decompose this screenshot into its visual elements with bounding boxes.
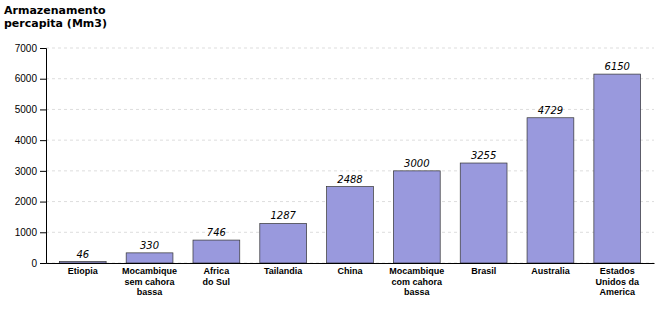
y-tick: 0 [31,258,46,269]
x-tick-label-line: Mocambique [389,266,444,276]
chart-svg: 46 330 746 1287 2488 3000 3255 4729 6150 0 1000 200… [0,0,666,315]
x-tick-label-line: Unidos da [595,277,639,287]
x-tick-label-line: Africa [204,266,231,276]
y-axis-title-line: percapita (Mm3) [4,17,107,30]
y-tick: 6000 [15,73,46,84]
y-tick-label: 6000 [15,73,38,84]
x-tick-label: Etiopia [68,266,99,276]
data-label: 746 [207,227,226,238]
x-tick-label-line: America [599,287,636,297]
y-tick-label: 1000 [15,227,38,238]
x-tick: Australia [531,266,571,276]
y-tick: 4000 [15,135,46,146]
x-tick-label: EstadosUnidos daAmerica [595,266,639,297]
bar [327,187,374,263]
bar [126,253,173,263]
x-tick: Brasil [471,266,496,276]
y-tick-label: 0 [31,258,37,269]
y-tick-label: 4000 [15,135,38,146]
y-tick: 7000 [15,43,46,54]
y-tick-mark [40,79,46,80]
x-tick: EstadosUnidos daAmerica [595,266,639,297]
y-tick: 3000 [15,166,46,177]
x-tick: Tailandia [264,266,303,276]
bars [59,74,640,263]
x-tick-label-line: sem cahora [125,277,176,287]
x-tick-label-line: Brasil [471,266,496,276]
x-tick-label-line: China [337,266,363,276]
x-tick-label-line: com cahora [392,277,444,287]
y-tick-mark [40,171,46,172]
bar [59,262,106,263]
y-tick-label: 7000 [15,43,38,54]
y-tick-mark [40,140,46,141]
bar [193,240,240,263]
data-label: 6150 [605,61,630,72]
grid-line [46,48,654,49]
x-axis-line [47,263,655,264]
x-tick-label-line: Estados [600,266,635,276]
x-tick-label: Tailandia [264,266,303,276]
y-axis-line [40,49,47,264]
y-tick-label: 3000 [15,166,38,177]
y-tick: 2000 [15,196,46,207]
y-tick: 5000 [15,104,46,115]
data-label: 330 [140,240,159,251]
grid-line [46,78,654,79]
x-tick: China [337,266,363,276]
y-tick-mark [40,109,46,110]
y-tick-mark [40,202,46,203]
x-tick-label: Mocambiquecom cahorabassa [389,266,444,297]
x-tick: Etiopia [68,266,99,276]
bar [527,118,574,263]
data-label: 4729 [538,105,563,116]
data-label: 46 [76,249,89,260]
x-tick: Mocambiquecom cahorabassa [389,266,444,297]
x-tick: Africado Sul [203,266,231,286]
x-tick-label-line: bassa [404,287,431,297]
x-tick-label-line: do Sul [203,277,231,287]
y-axis: 0 1000 2000 3000 4000 5000 6000 7000 [15,43,47,269]
x-tick-label-line: Tailandia [264,266,303,276]
x-tick-label: Australia [531,266,571,276]
bar [260,223,307,263]
x-tick-label: China [337,266,363,276]
y-tick-mark [40,232,46,233]
bar [594,74,641,263]
x-tick: Mocambiquesem cahorabassa [122,266,177,297]
data-label: 1287 [270,210,296,221]
y-tick-mark [40,48,46,49]
data-label: 3000 [404,158,429,169]
x-tick-label-line: Etiopia [68,266,99,276]
y-axis-title: Armazenamentopercapita (Mm3) [4,4,107,30]
y-tick-label: 5000 [15,104,38,115]
y-tick-label: 2000 [15,196,38,207]
y-tick-mark [40,263,46,264]
bar [393,171,440,263]
x-tick-label: Mocambiquesem cahorabassa [122,266,177,297]
grid [46,48,654,263]
x-tick-label: Africado Sul [203,266,231,286]
data-label: 2488 [337,174,362,185]
x-axis: EtiopiaMocambiquesem cahorabassaAfricado… [47,264,655,298]
y-axis-title-line: Armazenamento [4,4,106,17]
x-tick-label: Brasil [471,266,496,276]
x-tick-label-line: bassa [137,287,164,297]
data-labels: 46 330 746 1287 2488 3000 3255 4729 6150 [76,61,630,259]
bar [460,163,507,263]
y-tick: 1000 [15,227,46,238]
x-tick-label-line: Mocambique [122,266,177,276]
x-tick-label-line: Australia [531,266,571,276]
plot-area: 46 330 746 1287 2488 3000 3255 4729 6150 0 1000 200… [15,43,655,297]
chart-container: 46 330 746 1287 2488 3000 3255 4729 6150 0 1000 200… [0,0,666,315]
data-label: 3255 [471,150,496,161]
